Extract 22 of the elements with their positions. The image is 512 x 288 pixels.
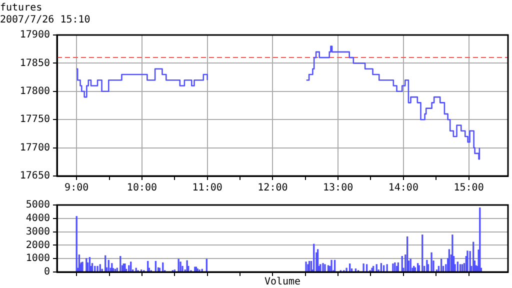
x-axis-title: Volume (264, 276, 301, 288)
x-tick-label: 11:00 (192, 182, 222, 194)
y-tick-label: 17750 (20, 114, 50, 126)
x-tick-label: 9:00 (64, 182, 89, 194)
y-tick-label: 4000 (26, 212, 50, 224)
chart-subtitle: 2007/7/26 15:10 (0, 14, 90, 26)
y-tick-label: 17900 (20, 30, 50, 41)
x-tick-label: 12:00 (258, 182, 288, 194)
y-tick-label: 1000 (26, 253, 50, 264)
x-tick-label: 15:00 (454, 182, 484, 194)
x-tick-label: 13:00 (323, 182, 354, 194)
y-tick-label: 17800 (20, 86, 50, 97)
chart-title: futures (0, 2, 42, 14)
y-tick-label: 17700 (20, 142, 50, 154)
y-tick-label: 2000 (26, 240, 50, 251)
y-tick-label: 17850 (20, 58, 50, 69)
x-tick-label: 14:00 (388, 182, 418, 194)
x-tick-label: 10:00 (126, 182, 158, 194)
y-tick-label: 5000 (26, 200, 50, 211)
y-tick-label: 17650 (20, 170, 50, 182)
y-tick-label: 3000 (26, 226, 50, 238)
y-tick-label: 0 (44, 266, 50, 278)
